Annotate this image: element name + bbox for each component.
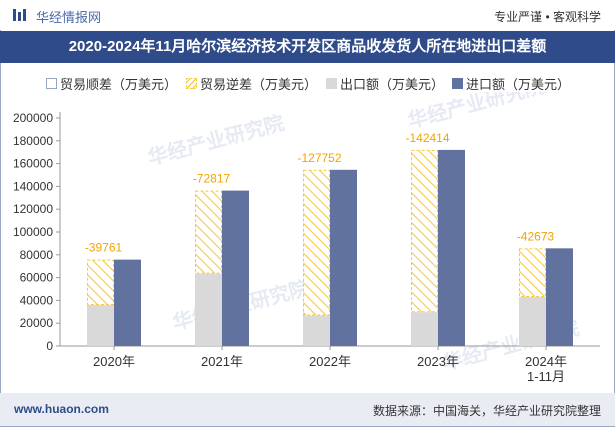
slogan: 专业严谨 • 客观科学 (494, 10, 601, 24)
y-tick-label: 140000 (13, 179, 53, 193)
bar-export (195, 273, 222, 346)
title-bar: 2020-2024年11月哈尔滨经济技术开发区商品收发货人所在地进出口差额 (0, 31, 615, 63)
logo-icon (13, 9, 26, 21)
legend-swatch-export (326, 78, 337, 89)
legend-label-import: 进口额（万美元） (466, 77, 571, 92)
y-axis: 0 20000 40000 60000 80000 100000 120000 140000 1… (13, 111, 600, 353)
legend-label-trade-surplus: 贸易顺差（万美元） (60, 77, 178, 92)
x-tick-label: 2022年 (309, 354, 351, 369)
legend-swatch-import (452, 78, 463, 89)
y-tick-label: 160000 (13, 157, 53, 171)
legend-item-import: 进口额（万美元） (452, 74, 570, 93)
bar-export (519, 296, 546, 346)
x-tick-label: 2024年 1-11月 (525, 354, 567, 384)
legend-label-export: 出口额（万美元） (340, 77, 445, 92)
footer-site-link[interactable]: www.huaon.com (14, 402, 109, 416)
chart-title: 2020-2024年11月哈尔滨经济技术开发区商品收发货人所在地进出口差额 (68, 38, 547, 55)
chart-area: 华经产业研究院华经产业研究院华经产业研究院华经产业研究院 02000040000… (13, 92, 600, 384)
legend-label-trade-deficit: 贸易逆差（万美元） (200, 77, 318, 92)
footer-source: 数据来源：中国海关，华经产业研究院整理 (372, 404, 601, 418)
bar-export (87, 304, 114, 346)
data-label: -39761 (85, 241, 123, 255)
legend-swatch-trade-deficit (186, 78, 197, 89)
y-tick-label: 20000 (20, 316, 54, 330)
watermark-text: 华经产业研究院 (405, 92, 546, 133)
x-axis: 2020年 2021年 2022年 2023年 2024年 1-11月 (93, 346, 567, 384)
legend-item-trade-deficit: 贸易逆差（万美元） (186, 74, 317, 93)
y-tick-label: 80000 (20, 248, 54, 262)
data-label: -142414 (405, 131, 449, 145)
top-bar: 华经情报网 专业严谨 • 客观科学 (0, 0, 615, 30)
x-tick-label: 2023年 (417, 354, 459, 369)
data-label: -127752 (297, 151, 341, 165)
watermark-text: 华经产业研究院 (145, 110, 286, 169)
y-tick-label: 60000 (20, 271, 54, 285)
y-tick-label: 200000 (13, 111, 53, 125)
bar-trade-deficit (195, 190, 222, 274)
bar-import (546, 248, 573, 346)
bar-export (303, 315, 330, 346)
y-tick-label: 120000 (13, 202, 53, 216)
brand-name: 华经情报网 (36, 10, 102, 25)
y-tick-label: 180000 (13, 134, 53, 148)
footer: www.huaon.com 数据来源：中国海关，华经产业研究院整理 (0, 393, 615, 426)
bar-export (411, 312, 438, 346)
bar-import (114, 259, 141, 346)
legend: 贸易顺差（万美元） 贸易逆差（万美元） 出口额（万美元） 进口额（万美元） (0, 72, 615, 92)
bar-import (222, 190, 249, 346)
bar-trade-deficit (303, 169, 330, 316)
legend-item-trade-surplus: 贸易顺差（万美元） (46, 74, 177, 93)
x-tick-label: 2021年 (201, 354, 243, 369)
data-label: -42673 (517, 229, 555, 243)
legend-swatch-trade-surplus (46, 78, 57, 89)
y-tick-label: 100000 (13, 225, 53, 239)
bar-group: -39761 -72817 -127752 -142414 -42673 (85, 131, 573, 346)
bar-trade-deficit (87, 259, 114, 305)
bar-trade-deficit (519, 248, 546, 297)
y-tick-label: 40000 (20, 293, 54, 307)
bar-trade-deficit (411, 149, 438, 313)
bar-import (330, 169, 357, 346)
legend-item-export: 出口额（万美元） (326, 74, 444, 93)
data-label: -72817 (193, 172, 231, 186)
x-tick-label: 2020年 (93, 354, 135, 369)
bar-import (438, 149, 465, 346)
y-tick-label: 0 (46, 339, 53, 353)
